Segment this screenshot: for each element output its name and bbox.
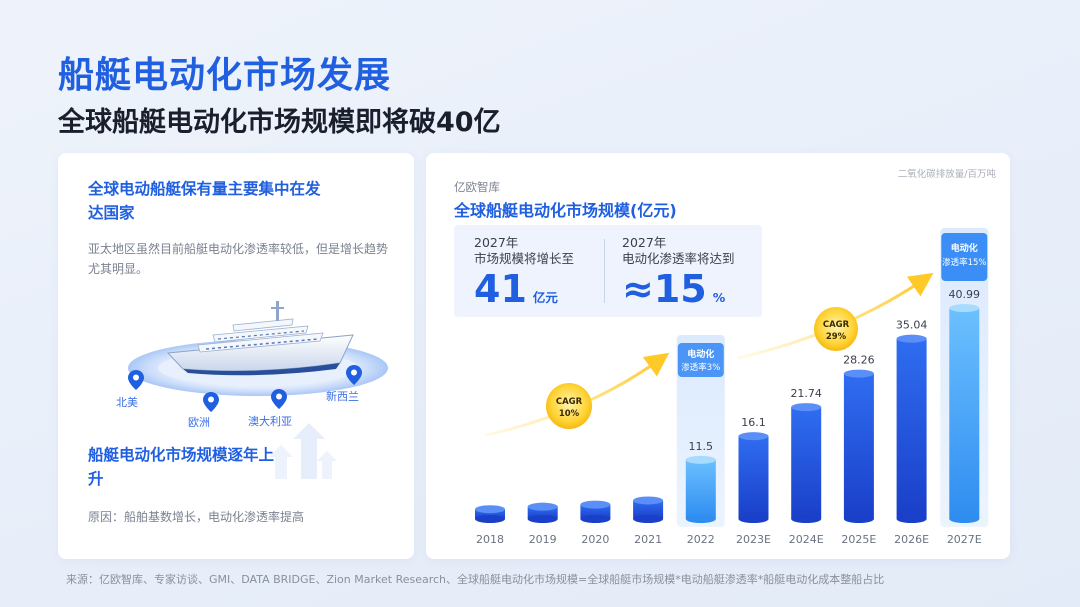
market-size-bar-chart: 2018 2019 2020 2021 11.5 2022 16.1 2023E 21.74 20…: [475, 228, 989, 546]
data-label-2022: 11.5: [689, 440, 714, 453]
section2-title: 船艇电动化市场规模逐年上升: [88, 446, 275, 488]
bar-2022: [685, 459, 716, 519]
x-tick-label-2021: 2021: [634, 533, 662, 546]
callout-line1-2027E: 电动化: [951, 242, 978, 254]
callout-box-2022: [677, 343, 724, 377]
source-footnote: 来源：亿欧智库、专家访谈、GMI、DATA BRIDGE、Zion Market…: [66, 573, 885, 586]
cagr-bubble-2: [814, 307, 858, 351]
bar-cap-2021: [633, 496, 664, 505]
stat1-unit: 亿元: [532, 290, 558, 305]
cagr-value-1: 10%: [559, 409, 580, 419]
stat1-caption: 市场规模将增长至: [474, 251, 575, 266]
stat1-value: 41: [474, 267, 527, 311]
section2-description: 原因：船舶基数增长，电动化渗透率提高: [88, 510, 305, 524]
stat1-year: 2027年: [474, 235, 519, 250]
bar-2024E: [791, 407, 822, 519]
location-pin-icon: [271, 389, 287, 409]
bar-cap-2024E: [791, 403, 822, 412]
callout-line2-2022: 渗透率3%: [681, 362, 720, 373]
section1-title: 全球电动船艇保有量主要集中在发达国家: [88, 180, 321, 222]
x-tick-label-2020: 2020: [581, 533, 609, 546]
cagr-label-2: CAGR: [823, 320, 850, 330]
stat2-year: 2027年: [622, 235, 667, 250]
bar-2026E: [896, 338, 927, 519]
bar-2023E: [738, 436, 769, 519]
stat2-caption: 电动化渗透率将达到: [622, 251, 735, 266]
bar-base-2027E: [949, 515, 980, 523]
region-label-new-zealand: 新西兰: [326, 390, 359, 403]
unit-note: 二氧化碳排放量/百万吨: [897, 169, 996, 180]
location-pin-icon: [346, 365, 362, 385]
location-pin-icon: [203, 392, 219, 412]
callout-line1-2022: 电动化: [687, 348, 714, 360]
bar-cap-2023E: [738, 432, 769, 441]
x-tick-label-2023E: 2023E: [736, 533, 771, 546]
callout-box-2027E: [941, 233, 988, 281]
bar-cap-2019: [527, 502, 558, 511]
bar-base-2023E: [738, 515, 769, 523]
bar-cap-2022: [685, 455, 716, 464]
page-title: 船艇电动化市场发展: [58, 55, 392, 96]
x-tick-label-2019: 2019: [529, 533, 557, 546]
bar-base-2024E: [791, 515, 822, 523]
bar-cap-2025E: [843, 369, 874, 378]
bar-2018: [475, 509, 505, 519]
key-stats-box: 2027年 市场规模将增长至 41 亿元 2027年 电动化渗透率将达到 ≈15%: [454, 225, 762, 317]
region-label-north-america: 北美: [116, 396, 138, 409]
data-label-2023E: 16.1: [741, 416, 766, 429]
data-label-2026E: 35.04: [896, 319, 928, 332]
data-label-2027E: 40.99: [949, 288, 981, 301]
data-label-2024E: 21.74: [790, 387, 822, 400]
bar-cap-2026E: [896, 334, 927, 343]
section1-description: 亚太地区虽然目前船艇电动化渗透率较低，但是增长趋势尤其明显。: [88, 242, 389, 276]
ship-illustration: 北美 欧洲 澳大利亚 新西兰: [108, 273, 408, 429]
bar-base-2020: [580, 515, 611, 523]
bar-2021: [633, 500, 664, 519]
stat2-unit: %: [712, 290, 726, 305]
location-pin-icon: [128, 370, 144, 390]
bar-2020: [580, 504, 611, 519]
bar-cap-2020: [580, 500, 611, 509]
cagr-label-1: CAGR: [556, 397, 583, 407]
data-label-2025E: 28.26: [843, 354, 875, 367]
stat2-value: ≈15: [622, 267, 707, 311]
region-label-europe: 欧洲: [188, 416, 210, 429]
chart-title: 全球船艇电动化市场规模(亿元): [454, 201, 677, 220]
bar-cap-2018: [475, 505, 505, 514]
x-tick-label-2026E: 2026E: [894, 533, 929, 546]
bar-base-2019: [527, 515, 558, 523]
chart-card: 二氧化碳排放量/百万吨 亿欧智库 全球船艇电动化市场规模(亿元) 2027年 市…: [426, 153, 1010, 559]
callout-line2-2027E: 渗透率15%: [942, 257, 986, 268]
cruise-ship-icon: [128, 301, 388, 396]
page-subtitle: 全球船艇电动化市场规模即将破40亿: [58, 107, 501, 138]
chart-source-label: 亿欧智库: [454, 180, 500, 194]
cagr-value-2: 29%: [826, 332, 847, 342]
region-label-australia: 澳大利亚: [248, 415, 292, 428]
stat-divider: [604, 239, 605, 303]
bar-base-2026E: [896, 515, 927, 523]
x-tick-label-2022: 2022: [687, 533, 715, 546]
bar-base-2018: [475, 515, 505, 523]
growth-arrows-icon: [269, 423, 337, 479]
bar-base-2022: [685, 515, 716, 523]
bar-2027E: [949, 308, 980, 519]
x-tick-label-2018: 2018: [476, 533, 504, 546]
x-tick-label-2025E: 2025E: [841, 533, 876, 546]
x-tick-label-2027E: 2027E: [947, 533, 982, 546]
bar-2025E: [843, 373, 874, 519]
x-tick-label-2024E: 2024E: [789, 533, 824, 546]
bar-base-2021: [633, 515, 664, 523]
left-info-card: 全球电动船艇保有量主要集中在发达国家 亚太地区虽然目前船艇电动化渗透率较低，但是…: [58, 153, 414, 559]
penetration-stat: 2027年 电动化渗透率将达到 ≈15%: [622, 235, 735, 311]
cagr-bubble-1: [546, 383, 592, 429]
bar-cap-2027E: [949, 304, 980, 313]
bar-base-2025E: [843, 515, 874, 523]
market-size-stat: 2027年 市场规模将增长至 41 亿元: [474, 235, 574, 311]
